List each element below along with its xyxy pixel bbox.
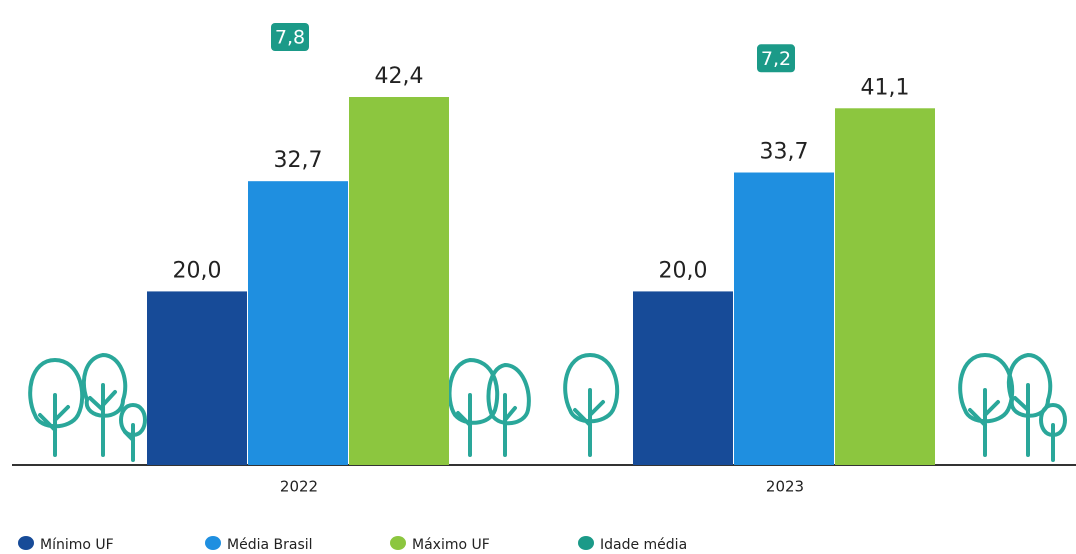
legend-marker — [390, 536, 406, 550]
legend-label: Média Brasil — [227, 537, 313, 553]
legend-label: Idade média — [600, 537, 687, 553]
bar — [633, 291, 733, 465]
legend-marker — [578, 536, 594, 550]
value-label: 42,4 — [375, 64, 424, 89]
bar — [248, 181, 348, 466]
badge — [271, 23, 309, 51]
bar — [349, 97, 449, 465]
value-label: 20,0 — [173, 258, 222, 283]
badge-label: 7,2 — [761, 48, 791, 70]
legend-label: Máximo UF — [412, 537, 490, 553]
value-label: 20,0 — [659, 258, 708, 283]
value-label: 32,7 — [274, 148, 323, 173]
value-label: 33,7 — [760, 140, 809, 165]
tree-decoration — [28, 353, 1067, 462]
bar — [835, 108, 935, 465]
bar — [734, 172, 834, 465]
legend-label: Mínimo UF — [40, 537, 114, 553]
bar — [147, 291, 247, 465]
x-tick-label: 2022 — [280, 478, 318, 496]
legend-marker — [205, 536, 221, 550]
legend-marker — [18, 536, 34, 550]
badge-label: 7,8 — [275, 27, 305, 49]
badge — [757, 44, 795, 73]
x-tick-label: 2023 — [766, 478, 804, 496]
value-label: 41,1 — [861, 75, 910, 100]
